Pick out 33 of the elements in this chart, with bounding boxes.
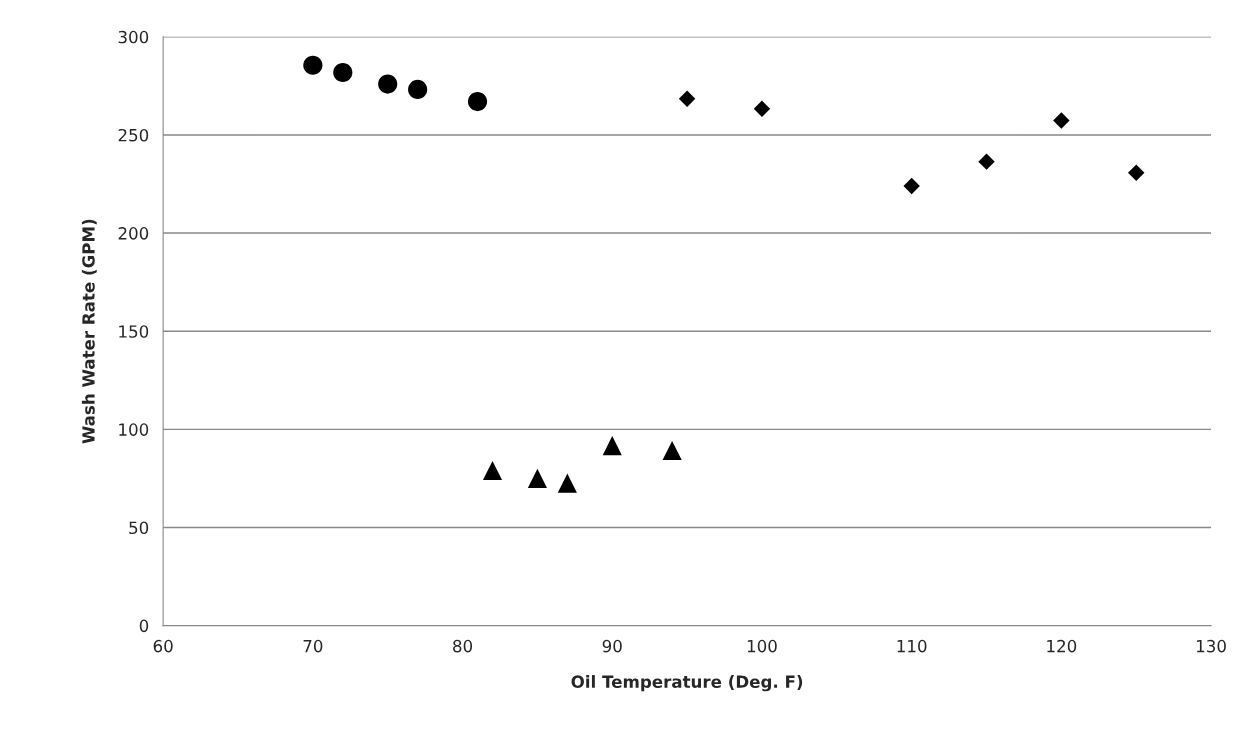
point <box>378 74 398 94</box>
y-tick-label: 250 <box>118 128 149 142</box>
point <box>408 79 428 99</box>
point <box>1128 164 1145 182</box>
point <box>753 100 771 118</box>
y-tick-label: 50 <box>129 521 149 535</box>
x-tick-label: 80 <box>453 639 473 653</box>
x-tick-label: 120 <box>1047 639 1077 653</box>
x-axis-title: Oil Temperature (Deg. F) <box>571 675 803 692</box>
point <box>557 473 577 493</box>
x-tick-label: 90 <box>602 639 622 653</box>
y-tick-label: 150 <box>119 325 149 338</box>
point <box>662 440 682 461</box>
y-axis-title: Wash Water Rate (GPM) <box>81 219 97 444</box>
y-tick-label: 100 <box>119 423 149 436</box>
point <box>303 55 323 75</box>
x-tick-label: 60 <box>153 639 173 653</box>
point <box>978 153 995 170</box>
x-tick-label: 100 <box>747 639 777 653</box>
x-tick-label: 70 <box>303 639 323 653</box>
y-tick-label: 0 <box>139 619 149 633</box>
y-tick-label: 300 <box>118 30 149 44</box>
point <box>527 468 547 488</box>
y-tick-label: 200 <box>118 227 149 240</box>
x-tick-label: 130 <box>1197 639 1226 653</box>
point <box>903 177 920 195</box>
point <box>482 460 503 481</box>
point <box>678 90 696 108</box>
point <box>333 62 353 83</box>
point <box>467 92 488 112</box>
point <box>602 436 622 456</box>
point <box>1053 112 1070 129</box>
x-tick-label: 110 <box>897 639 927 653</box>
